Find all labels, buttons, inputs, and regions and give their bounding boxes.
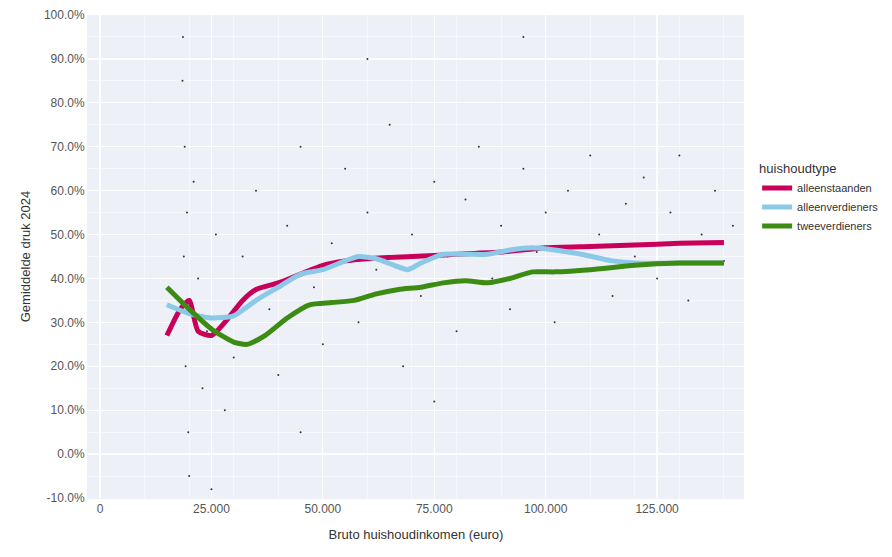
svg-text:75.000: 75.000 <box>416 502 453 516</box>
svg-text:30.0%: 30.0% <box>51 316 85 330</box>
svg-text:125.000: 125.000 <box>635 502 679 516</box>
svg-text:-10.0%: -10.0% <box>47 491 85 505</box>
svg-text:60.0%: 60.0% <box>51 184 85 198</box>
svg-text:0.0%: 0.0% <box>57 447 85 461</box>
svg-text:70.0%: 70.0% <box>51 140 85 154</box>
svg-text:Bruto huishoudinkomen (euro): Bruto huishoudinkomen (euro) <box>329 527 504 542</box>
svg-text:10.0%: 10.0% <box>51 403 85 417</box>
svg-text:100.000: 100.000 <box>524 502 568 516</box>
svg-text:100.0%: 100.0% <box>44 8 85 22</box>
svg-text:50.000: 50.000 <box>305 502 342 516</box>
svg-text:80.0%: 80.0% <box>51 96 85 110</box>
svg-text:alleenstaanden: alleenstaanden <box>797 182 872 194</box>
svg-text:90.0%: 90.0% <box>51 52 85 66</box>
svg-text:0: 0 <box>97 502 104 516</box>
svg-text:40.0%: 40.0% <box>51 272 85 286</box>
svg-text:alleenverdieners: alleenverdieners <box>797 201 878 213</box>
svg-text:20.0%: 20.0% <box>51 359 85 373</box>
svg-text:50.0%: 50.0% <box>51 228 85 242</box>
svg-text:huishoudtype: huishoudtype <box>759 161 836 176</box>
svg-text:Gemiddelde druk 2024: Gemiddelde druk 2024 <box>18 191 33 323</box>
svg-text:25.000: 25.000 <box>193 502 230 516</box>
svg-text:tweeverdieners: tweeverdieners <box>797 220 872 232</box>
